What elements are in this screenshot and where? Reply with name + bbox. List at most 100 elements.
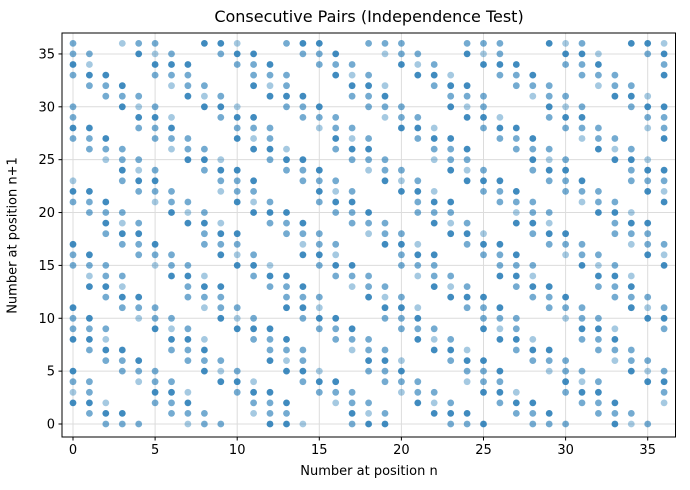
scatter-dot <box>250 262 257 269</box>
scatter-dot <box>627 283 635 290</box>
scatter-dot <box>283 346 290 354</box>
scatter-dot <box>595 145 602 153</box>
scatter-dot <box>562 156 569 164</box>
scatter-dot <box>299 114 307 121</box>
scatter-dot <box>348 188 356 195</box>
scatter-dot <box>283 40 290 47</box>
scatter-dot <box>480 188 487 195</box>
scatter-dot <box>496 124 504 132</box>
scatter-dot <box>315 166 323 174</box>
scatter-dot <box>381 103 389 111</box>
scatter-dot <box>480 325 487 333</box>
scatter-dot <box>611 399 619 407</box>
scatter-dot <box>168 71 175 79</box>
scatter-dot <box>414 135 422 142</box>
scatter-dot <box>135 50 143 58</box>
scatter-dot <box>217 378 225 386</box>
scatter-dot <box>660 103 668 111</box>
scatter-dot <box>578 50 586 58</box>
scatter-dot <box>151 124 159 132</box>
scatter-dot <box>201 346 208 354</box>
scatter-dot <box>135 230 143 238</box>
scatter-dot <box>69 399 77 407</box>
scatter-dot <box>398 124 405 132</box>
scatter-dot <box>135 420 143 428</box>
scatter-dot <box>463 166 471 174</box>
scatter-dot <box>381 92 389 100</box>
x-tick-label: 25 <box>475 443 492 458</box>
scatter-dot <box>529 209 537 216</box>
scatter-dot <box>217 251 225 259</box>
scatter-dot <box>430 209 438 216</box>
scatter-dot <box>86 388 93 396</box>
scatter-dot <box>315 240 323 248</box>
scatter-dot <box>578 177 586 185</box>
scatter-dot <box>102 336 110 343</box>
scatter-dot <box>595 325 602 333</box>
scatter-dot <box>86 251 93 259</box>
scatter-dot <box>299 103 307 111</box>
scatter-dot <box>332 124 340 132</box>
scatter-dot <box>512 272 520 280</box>
scatter-dot <box>660 198 668 206</box>
scatter-dot <box>201 145 208 153</box>
scatter-dot <box>217 219 225 227</box>
scatter-dot <box>627 272 635 280</box>
scatter-dot <box>86 336 93 343</box>
scatter-dot <box>545 346 553 354</box>
scatter-dot <box>529 71 537 79</box>
scatter-dot <box>463 410 471 417</box>
scatter-dot <box>250 135 257 142</box>
scatter-dot <box>118 230 126 238</box>
scatter-dot <box>496 378 504 386</box>
scatter-dot <box>644 304 652 312</box>
scatter-dot <box>118 103 126 111</box>
scatter-dot <box>332 177 340 185</box>
scatter-dot <box>135 177 143 185</box>
scatter-dot <box>627 177 635 185</box>
scatter-dot <box>69 240 77 248</box>
scatter-dot <box>545 420 553 428</box>
scatter-dot <box>315 388 323 396</box>
scatter-dot <box>529 198 537 206</box>
scatter-dot <box>283 399 290 407</box>
scatter-dot <box>118 272 126 280</box>
scatter-dot <box>332 209 340 216</box>
scatter-dot <box>660 314 668 322</box>
scatter-dot <box>562 50 569 58</box>
scatter-dot <box>102 357 110 364</box>
scatter-dot <box>217 188 225 195</box>
scatter-dot <box>86 209 93 216</box>
scatter-dot <box>529 92 537 100</box>
scatter-dot <box>250 114 257 121</box>
x-axis-label: Number at position n <box>300 464 438 479</box>
scatter-dot <box>545 367 553 375</box>
plot-border <box>61 32 676 438</box>
scatter-dot <box>480 367 487 375</box>
scatter-dot <box>447 357 455 364</box>
scatter-dot <box>480 40 487 47</box>
scatter-dot <box>447 219 455 227</box>
scatter-dot <box>299 50 307 58</box>
scatter-dot <box>611 71 619 79</box>
scatter-dot <box>250 209 257 216</box>
scatter-dot <box>201 230 208 238</box>
scatter-dot <box>381 166 389 174</box>
scatter-dot <box>627 346 635 354</box>
scatter-dot <box>398 61 405 68</box>
scatter-dot <box>250 177 257 185</box>
scatter-dot <box>118 420 126 428</box>
scatter-dot <box>315 50 323 58</box>
scatter-dot <box>283 230 290 238</box>
scatter-dot <box>644 103 652 111</box>
scatter-dot <box>151 304 159 312</box>
scatter-dot <box>315 61 323 68</box>
scatter-dot <box>348 82 356 90</box>
scatter-dot <box>430 219 438 227</box>
scatter-dot <box>332 198 340 206</box>
scatter-dot <box>266 135 274 142</box>
scatter-dot <box>660 378 668 386</box>
scatter-dot <box>365 230 372 238</box>
scatter-dot <box>184 145 192 153</box>
